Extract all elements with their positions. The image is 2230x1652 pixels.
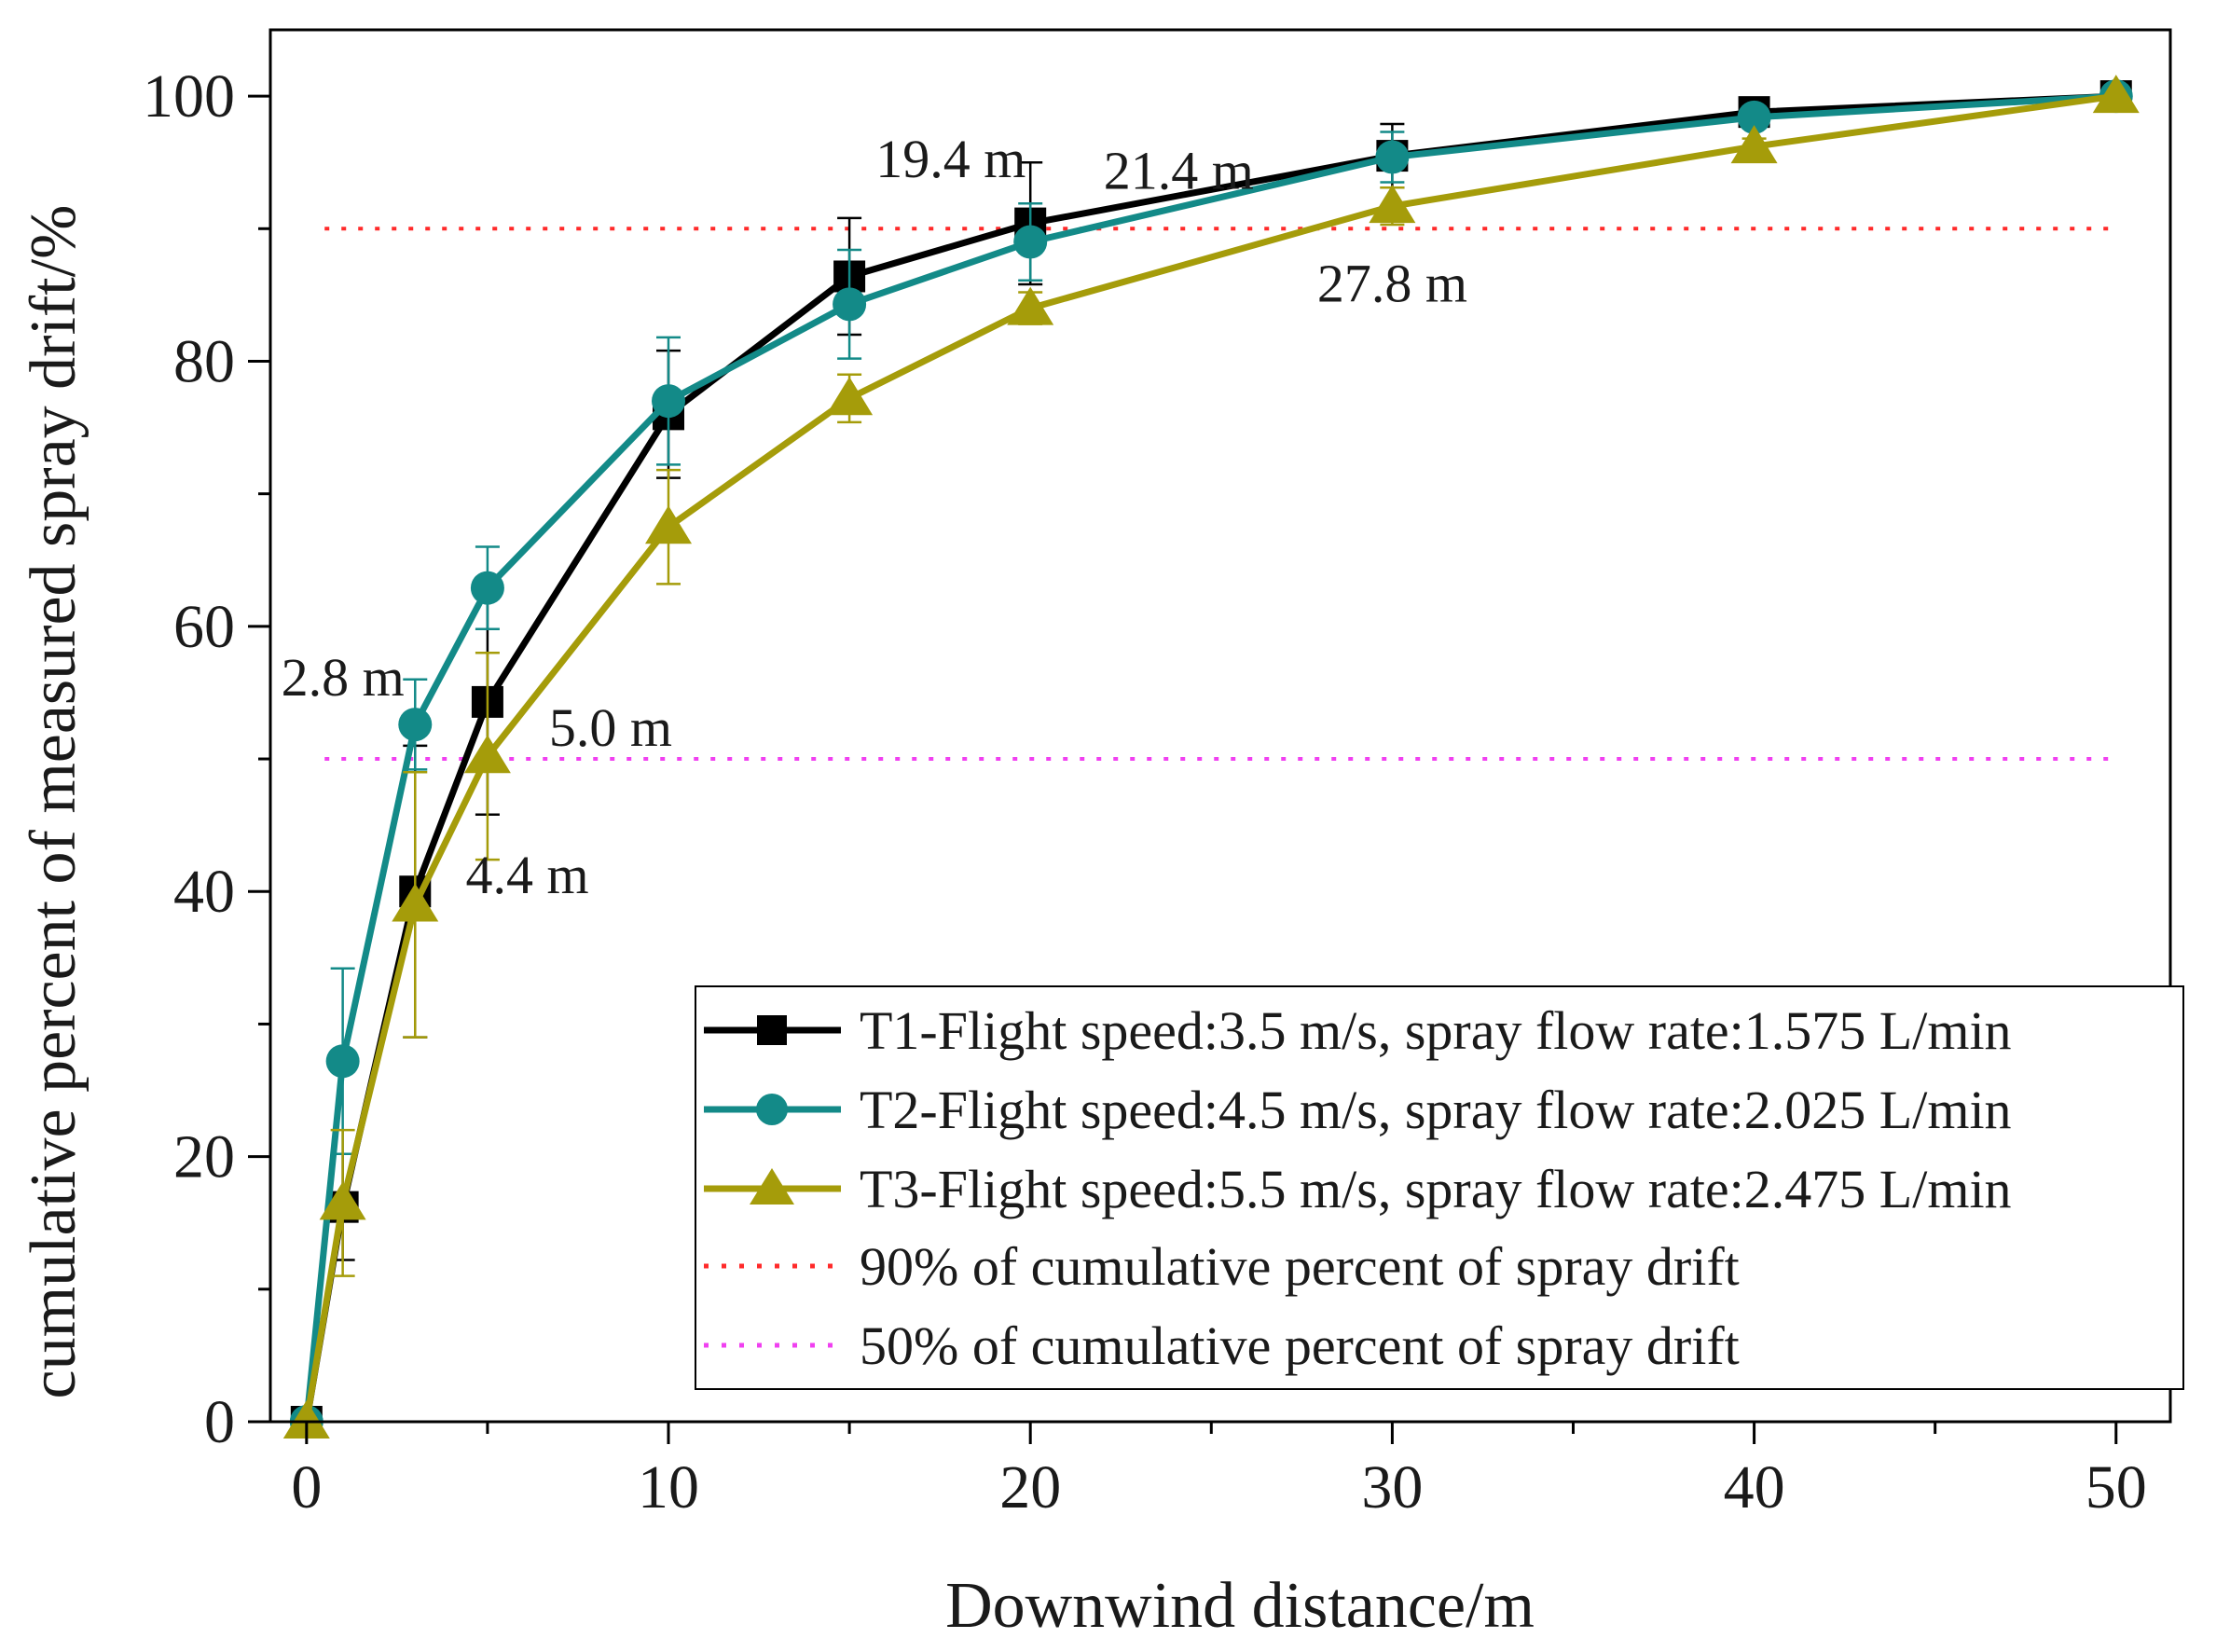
legend-entry-t3: T3-Flight speed:5.5 m/s, spray flow rate…	[704, 1159, 2012, 1219]
axes: 0 10 20 30 40 50 0 20 40 60 80 100	[143, 62, 2147, 1521]
legend-marker-circle	[756, 1094, 788, 1125]
data-point-circle	[398, 708, 433, 742]
data-point-triangle	[1369, 185, 1416, 224]
data-series	[282, 75, 2140, 1439]
y-tick-label: 40	[173, 858, 235, 926]
data-point-circle	[833, 287, 867, 322]
data-point-triangle	[2092, 75, 2140, 114]
series-line	[303, 92, 2117, 1423]
x-tick-label: 0	[291, 1453, 322, 1521]
legend-entry-90pct: 90% of cumulative percent of spray drift	[704, 1236, 1740, 1297]
plot-frame	[268, 28, 2172, 1424]
series-2	[289, 79, 2133, 1439]
x-axis-title: Downwind distance/m	[945, 1570, 1535, 1642]
y-axis-title: cumulative percent of measured spray dri…	[18, 205, 89, 1399]
data-point-triangle	[1730, 125, 1778, 164]
legend: T1-Flight speed:3.5 m/s, spray flow rate…	[695, 985, 2184, 1390]
legend-entry-50pct: 50% of cumulative percent of spray drift	[704, 1315, 1740, 1376]
legend-entry-t1: T1-Flight speed:3.5 m/s, spray flow rate…	[704, 1000, 2012, 1061]
y-tick-label: 100	[143, 62, 235, 131]
x-tick-label: 50	[2085, 1453, 2147, 1521]
distance-annotation: 4.4 m	[466, 845, 589, 905]
data-point-circle	[325, 1044, 360, 1079]
distance-annotation: 21.4 m	[1104, 141, 1254, 201]
data-point-circle	[1013, 225, 1048, 259]
annotations: 19.4 m 21.4 m 27.8 m 2.8 m 5.0 m 4.4 m	[282, 129, 1467, 905]
data-point-triangle	[319, 1181, 366, 1220]
data-point-circle	[1737, 100, 1771, 134]
data-point-triangle	[392, 883, 439, 922]
x-tick-label: 20	[999, 1453, 1061, 1521]
data-point-triangle	[1007, 286, 1054, 325]
legend-label-50pct: 50% of cumulative percent of spray drift	[860, 1315, 1740, 1376]
legend-marker-triangle	[750, 1168, 794, 1205]
x-tick-label: 40	[1724, 1453, 1785, 1521]
legend-label-90pct: 90% of cumulative percent of spray drift	[860, 1236, 1740, 1297]
legend-label-t3: T3-Flight speed:5.5 m/s, spray flow rate…	[860, 1159, 2012, 1219]
distance-annotation: 19.4 m	[875, 129, 1026, 189]
data-point-circle	[1375, 140, 1410, 174]
legend-label-t2: T2-Flight speed:4.5 m/s, spray flow rate…	[860, 1080, 2012, 1140]
y-tick-label: 80	[173, 327, 235, 395]
data-point-triangle	[282, 1400, 330, 1439]
y-tick-label: 60	[173, 593, 235, 661]
data-point-triangle	[645, 505, 693, 544]
legend-label-t1: T1-Flight speed:3.5 m/s, spray flow rate…	[860, 1000, 2012, 1061]
legend-entry-t2: T2-Flight speed:4.5 m/s, spray flow rate…	[704, 1080, 2012, 1140]
series-line	[303, 92, 2116, 1423]
legend-marker-square	[757, 1015, 787, 1045]
x-tick-label: 10	[638, 1453, 699, 1521]
data-point-circle	[652, 384, 686, 419]
data-point-circle	[470, 571, 504, 605]
distance-annotation: 5.0 m	[549, 697, 672, 758]
series-3	[282, 75, 2140, 1439]
y-tick-label: 0	[204, 1388, 235, 1456]
y-tick-label: 20	[173, 1123, 235, 1191]
legend-box	[695, 985, 2184, 1390]
distance-annotation: 27.8 m	[1317, 254, 1467, 314]
x-tick-label: 30	[1361, 1453, 1423, 1521]
distance-annotation: 2.8 m	[282, 647, 405, 708]
data-point-triangle	[463, 735, 511, 774]
data-point-triangle	[826, 377, 874, 416]
